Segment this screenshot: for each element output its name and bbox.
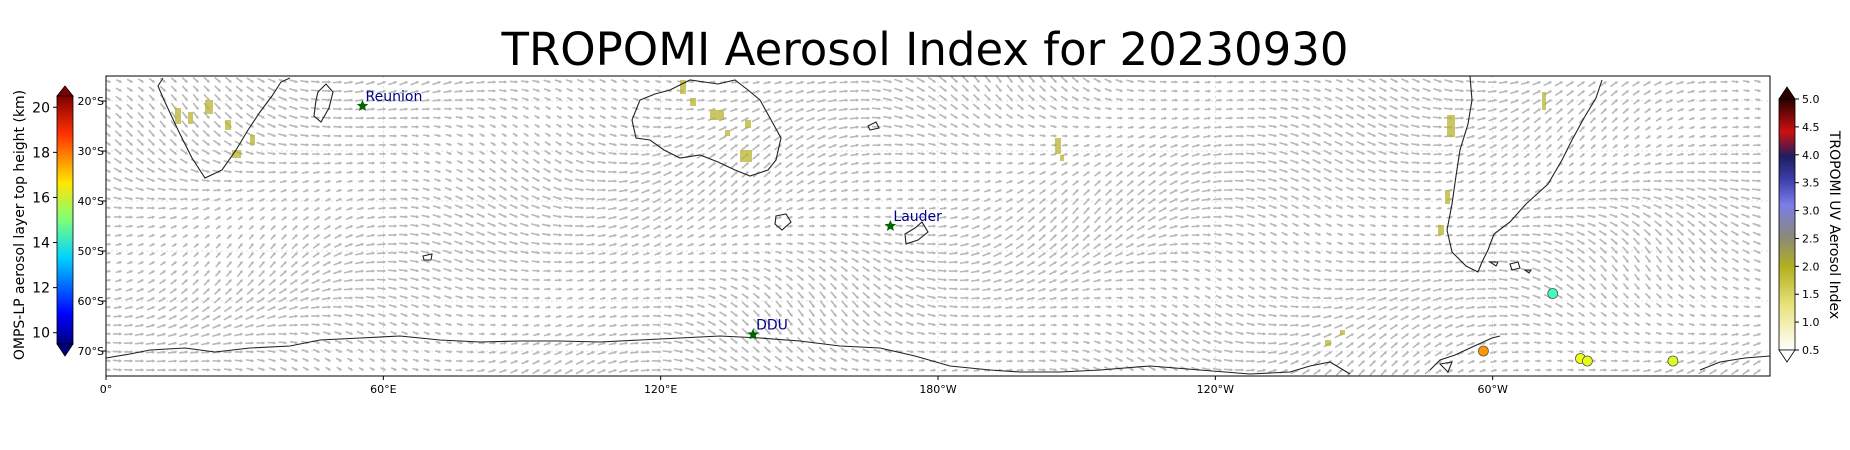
omps-lp-point (1582, 355, 1593, 367)
lon-tick-label: 60°W (1477, 383, 1507, 396)
right-colorbar-extend-bottom (1778, 349, 1796, 363)
omps-lp-points (1478, 288, 1679, 367)
right-colorbar-tick-label: 1.0 (1802, 316, 1820, 329)
wind-vector-field (106, 76, 1761, 376)
lon-tick-label: 120°E (644, 383, 677, 396)
left-colorbar-tick-label: 12 (32, 281, 50, 297)
left-colorbar-tick-label: 10 (32, 326, 50, 342)
right-colorbar-gradient (1778, 98, 1796, 351)
lat-tick-label: 50°S (78, 245, 104, 258)
left-colorbar-tick-label: 16 (32, 190, 50, 206)
aerosol-index-patches (175, 80, 1546, 346)
omps-lp-point (1667, 355, 1679, 367)
site-star-marker (884, 220, 897, 231)
site-star-marker (747, 328, 759, 340)
right-colorbar-tick-label: 5.0 (1802, 93, 1820, 106)
omps-lp-point (1478, 345, 1489, 357)
left-colorbar-gradient (56, 95, 74, 345)
lon-tick-label: 180°W (919, 383, 956, 396)
left-colorbar: 10 12 14 16 18 20 OMPS-LP aerosol layer top h… (12, 85, 74, 360)
left-colorbar-tick-label: 14 (32, 236, 50, 252)
left-colorbar-tick-label: 18 (32, 145, 50, 161)
site-star-marker (356, 100, 369, 111)
left-colorbar-extend-bottom (56, 343, 74, 357)
right-colorbar-tick-label: 3.0 (1802, 205, 1820, 218)
lat-tick-label: 30°S (78, 145, 104, 158)
site-label: DDU (756, 318, 788, 334)
figure-title: TROPOMI Aerosol Index for 20230930 (501, 23, 1349, 76)
right-colorbar-tick-label: 2.0 (1802, 260, 1820, 273)
lon-tick-label: 120°W (1197, 383, 1234, 396)
right-colorbar-tick-label: 4.0 (1802, 149, 1820, 162)
right-colorbar-tick-label: 2.5 (1802, 232, 1820, 245)
latitude-ticks: 20°S 30°S 40°S 50°S 60°S 70°S (78, 95, 106, 358)
right-colorbar-extend-top (1778, 86, 1796, 100)
right-colorbar-label: TROPOMI UV Aerosol Index (1826, 130, 1842, 319)
lat-tick-label: 70°S (78, 345, 104, 358)
site-label: Lauder (893, 209, 942, 225)
lat-tick-label: 20°S (78, 95, 104, 108)
lon-tick-label: 0° (100, 383, 113, 396)
longitude-ticks: 0° 60°E 120°E 180°W 120°W 60°W (100, 376, 1508, 396)
station-markers: Reunion Lauder DDU (356, 89, 942, 340)
lat-tick-label: 40°S (78, 195, 104, 208)
lat-tick-label: 60°S (78, 295, 104, 308)
lon-tick-label: 60°E (370, 383, 396, 396)
right-colorbar-tick-label: 4.5 (1802, 121, 1820, 134)
right-colorbar-tick-label: 0.5 (1802, 344, 1820, 357)
right-colorbar: 0.5 1.0 1.5 2.0 2.5 3.0 3.5 4.0 4.5 5.0 TROPOMI U… (1778, 86, 1842, 363)
left-colorbar-label: OMPS-LP aerosol layer top height (km) (12, 90, 28, 360)
coastlines (106, 76, 1770, 375)
right-colorbar-tick-label: 3.5 (1802, 177, 1820, 190)
left-colorbar-extend-top (56, 85, 74, 97)
right-colorbar-tick-label: 1.5 (1802, 288, 1820, 301)
site-label: Reunion (366, 89, 423, 105)
omps-lp-point (1547, 288, 1559, 299)
left-colorbar-tick-label: 20 (32, 100, 50, 116)
